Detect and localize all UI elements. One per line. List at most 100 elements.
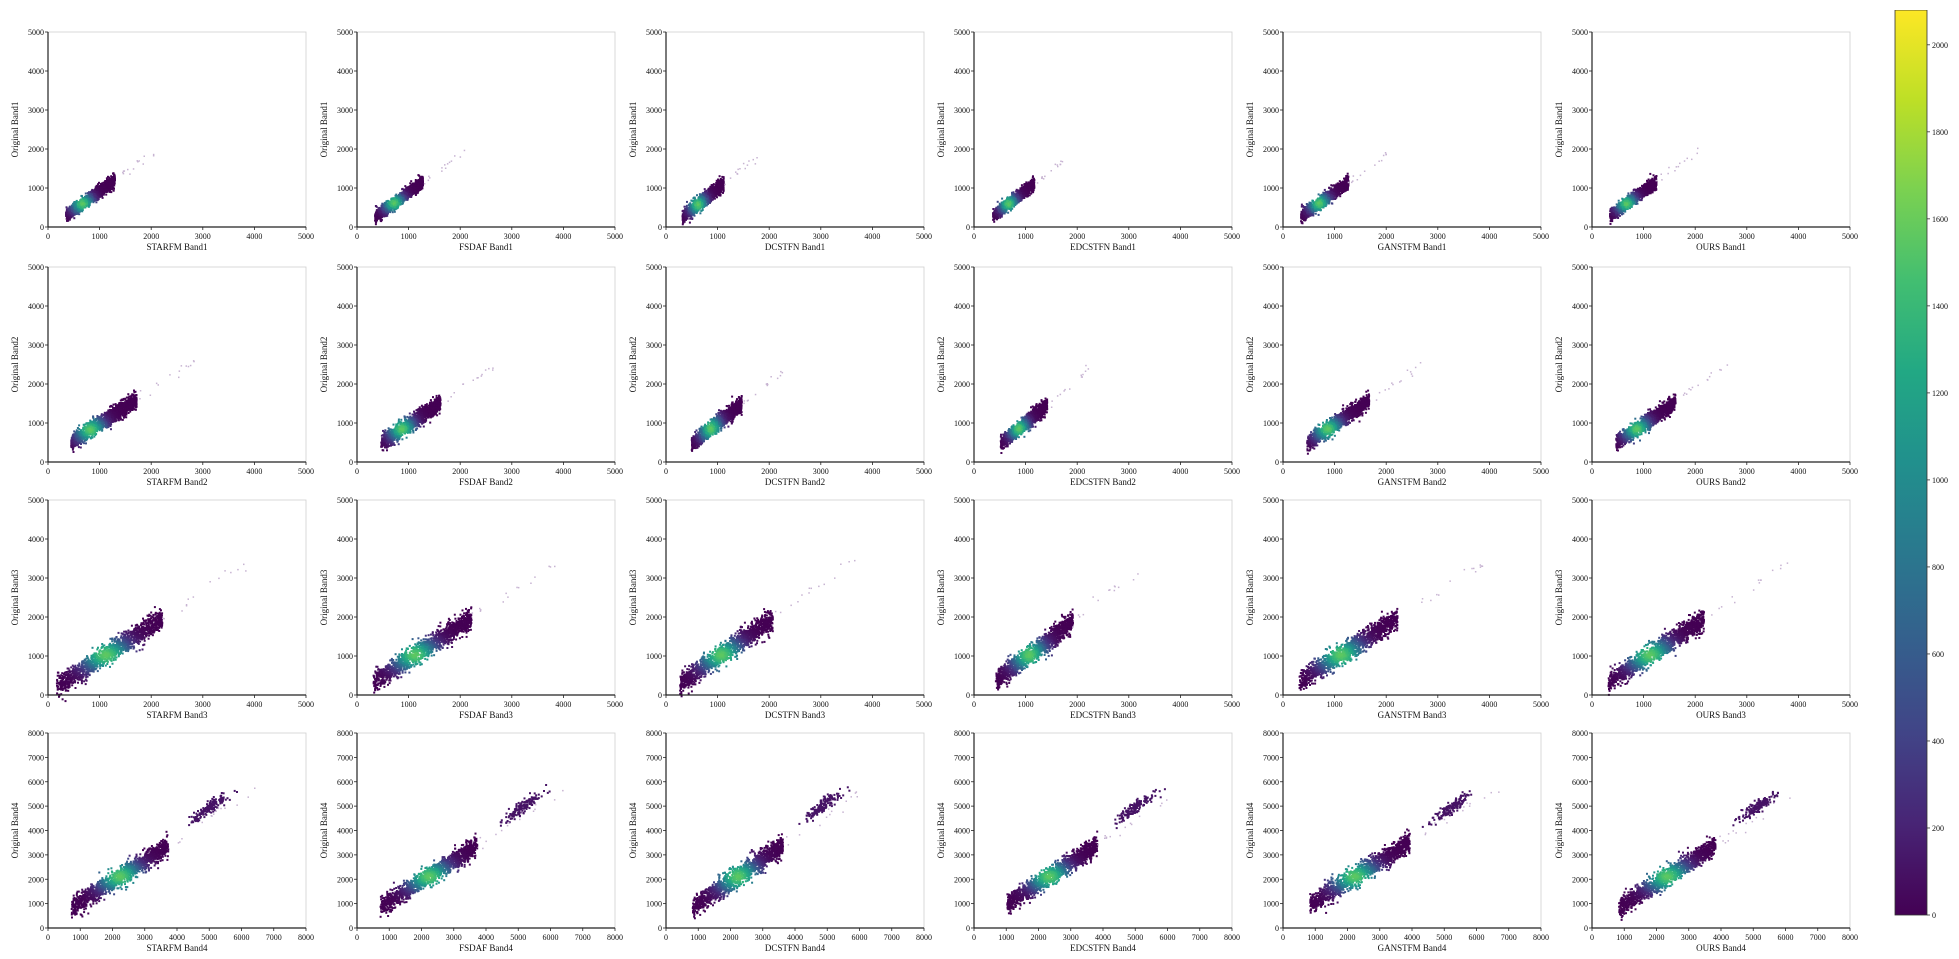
density-point xyxy=(103,185,105,187)
density-point xyxy=(375,221,378,224)
density-point xyxy=(699,207,701,210)
density-point xyxy=(67,216,70,219)
outlier-point xyxy=(737,168,739,171)
density-point xyxy=(685,214,688,216)
density-point xyxy=(712,193,715,196)
density-point xyxy=(716,182,719,185)
density-point xyxy=(702,196,705,199)
density-point xyxy=(405,196,408,199)
y-tick-label: 2000 xyxy=(337,145,353,154)
density-point xyxy=(374,219,377,222)
density-point xyxy=(410,186,413,189)
density-point xyxy=(392,197,394,200)
density-point xyxy=(408,195,411,198)
density-point xyxy=(690,206,693,209)
density-point xyxy=(72,211,75,213)
density-point xyxy=(408,192,410,195)
scatter-panel: 0 1000 2000 3000 4000 5000 0 1000 2000 3000 4000 50… xyxy=(618,22,936,257)
y-tick-label: 4000 xyxy=(337,67,353,76)
density-point xyxy=(379,214,382,217)
density-point xyxy=(112,189,115,192)
density-point xyxy=(72,209,75,212)
outlier-point xyxy=(127,168,129,171)
density-point xyxy=(85,200,88,203)
density-point xyxy=(716,196,718,199)
density-point xyxy=(76,212,78,214)
outlier-point xyxy=(142,163,144,165)
density-point xyxy=(690,207,693,210)
density-point xyxy=(409,182,412,185)
density-point xyxy=(697,196,700,199)
density-point xyxy=(683,205,686,208)
density-point xyxy=(713,188,715,191)
density-point xyxy=(704,204,707,207)
outlier-point xyxy=(136,160,138,162)
density-point xyxy=(721,185,723,188)
density-point xyxy=(394,204,397,207)
density-point xyxy=(721,184,724,187)
density-point xyxy=(683,220,686,223)
x-axis-label: STARFM Band1 xyxy=(146,242,207,252)
density-point xyxy=(100,185,103,188)
density-point xyxy=(720,188,723,191)
density-point xyxy=(99,186,102,189)
outlier-point xyxy=(441,170,443,172)
density-point xyxy=(389,211,392,214)
density-point xyxy=(402,192,404,195)
density-point xyxy=(419,176,422,179)
density-point xyxy=(407,196,409,199)
density-point xyxy=(390,197,393,200)
density-point xyxy=(412,190,415,193)
density-point xyxy=(82,197,85,200)
density-point xyxy=(80,201,83,204)
density-point xyxy=(401,197,404,200)
density-point xyxy=(379,212,382,215)
density-point xyxy=(686,207,689,210)
density-point xyxy=(419,177,422,180)
density-point xyxy=(694,207,697,210)
density-point xyxy=(999,216,1002,219)
density-point xyxy=(382,208,385,211)
outlier-point xyxy=(742,162,745,165)
density-point xyxy=(703,195,705,198)
density-point xyxy=(705,198,708,200)
density-point xyxy=(381,209,384,212)
density-point xyxy=(405,188,408,191)
density-point xyxy=(421,177,424,180)
density-point xyxy=(1015,188,1018,191)
density-point xyxy=(71,210,73,213)
density-point xyxy=(702,200,705,203)
density-point xyxy=(411,188,414,191)
y-tick-label: 2000 xyxy=(28,145,44,154)
panel-svg: 0 1000 2000 3000 4000 50000100020003000400050… xyxy=(10,28,314,252)
x-tick-label: 4000 xyxy=(864,232,880,241)
density-point xyxy=(412,186,414,189)
density-point xyxy=(421,182,424,185)
density-point xyxy=(722,189,725,192)
density-point xyxy=(405,192,408,195)
density-point xyxy=(1012,191,1015,194)
density-point xyxy=(706,191,709,194)
density-point xyxy=(75,207,78,210)
density-point xyxy=(718,175,721,178)
y-tick-label: 3000 xyxy=(28,106,44,115)
density-point xyxy=(104,180,107,183)
outlier-point xyxy=(429,177,431,179)
density-point xyxy=(692,197,695,200)
density-point xyxy=(406,191,409,194)
density-point xyxy=(693,196,696,199)
density-point xyxy=(415,188,418,190)
density-point xyxy=(416,188,419,190)
density-point xyxy=(375,212,378,215)
density-point xyxy=(81,200,84,203)
density-point xyxy=(399,203,402,206)
density-point xyxy=(98,193,101,196)
density-point xyxy=(104,188,107,191)
density-point xyxy=(1020,184,1023,187)
outlier-point xyxy=(143,155,145,157)
density-points xyxy=(681,157,758,226)
density-point xyxy=(96,196,99,199)
density-point xyxy=(688,204,690,206)
density-point xyxy=(407,195,410,198)
density-point xyxy=(102,186,105,189)
